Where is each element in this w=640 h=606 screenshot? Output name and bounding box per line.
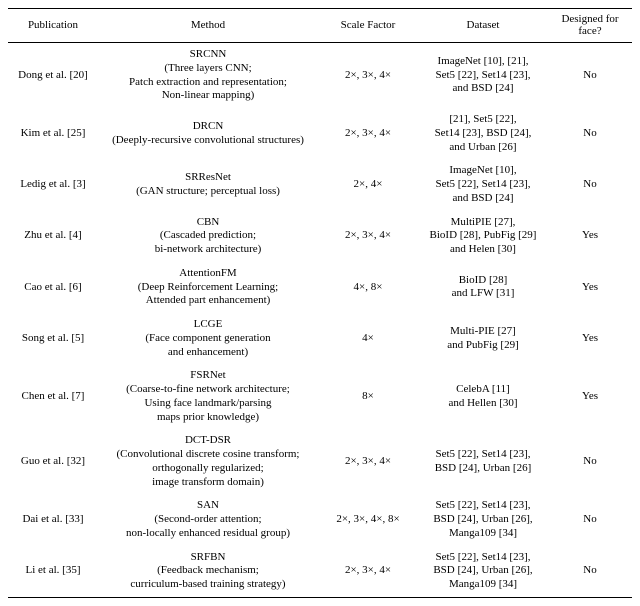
cell-publication: Dong et al. [20] [8, 43, 98, 109]
col-scale: Scale Factor [318, 9, 418, 43]
cell-method: SRFBN(Feedback mechanism;curriculum-base… [98, 546, 318, 598]
cell-face: No [548, 546, 632, 598]
methods-table: Publication Method Scale Factor Dataset … [8, 8, 632, 598]
table-row: Cao et al. [6]AttentionFM(Deep Reinforce… [8, 262, 632, 313]
cell-publication: Song et al. [5] [8, 313, 98, 364]
cell-scale: 4×, 8× [318, 262, 418, 313]
cell-dataset: Multi-PIE [27]and PubFig [29] [418, 313, 548, 364]
cell-scale: 8× [318, 364, 418, 429]
cell-publication: Zhu et al. [4] [8, 211, 98, 262]
table-row: Li et al. [35]SRFBN(Feedback mechanism;c… [8, 546, 632, 598]
cell-scale: 2×, 3×, 4× [318, 43, 418, 109]
cell-scale: 2×, 3×, 4× [318, 108, 418, 159]
cell-scale: 2×, 3×, 4× [318, 429, 418, 494]
col-dataset: Dataset [418, 9, 548, 43]
cell-dataset: ImageNet [10],Set5 [22], Set14 [23],and … [418, 159, 548, 210]
cell-scale: 4× [318, 313, 418, 364]
cell-dataset: Set5 [22], Set14 [23],BSD [24], Urban [2… [418, 429, 548, 494]
cell-face: No [548, 159, 632, 210]
table-row: Ledig et al. [3]SRResNet(GAN structure; … [8, 159, 632, 210]
cell-face: No [548, 108, 632, 159]
cell-method: CBN(Cascaded prediction;bi-network archi… [98, 211, 318, 262]
cell-dataset: Set5 [22], Set14 [23],BSD [24], Urban [2… [418, 494, 548, 545]
cell-publication: Dai et al. [33] [8, 494, 98, 545]
cell-dataset: BioID [28]and LFW [31] [418, 262, 548, 313]
cell-method: LCGE(Face component generationand enhanc… [98, 313, 318, 364]
cell-scale: 2×, 3×, 4×, 8× [318, 494, 418, 545]
cell-face: No [548, 494, 632, 545]
cell-method: DRCN(Deeply-recursive convolutional stru… [98, 108, 318, 159]
cell-dataset: Set5 [22], Set14 [23],BSD [24], Urban [2… [418, 546, 548, 598]
cell-dataset: MultiPIE [27],BioID [28], PubFig [29]and… [418, 211, 548, 262]
table-header-row: Publication Method Scale Factor Dataset … [8, 9, 632, 43]
cell-publication: Chen et al. [7] [8, 364, 98, 429]
cell-dataset: CelebA [11]and Hellen [30] [418, 364, 548, 429]
table-row: Dong et al. [20]SRCNN(Three layers CNN;P… [8, 43, 632, 109]
table-row: Kim et al. [25]DRCN(Deeply-recursive con… [8, 108, 632, 159]
col-face: Designed for face? [548, 9, 632, 43]
cell-method: FSRNet(Coarse-to-fine network architectu… [98, 364, 318, 429]
cell-method: SAN(Second-order attention;non-locally e… [98, 494, 318, 545]
cell-face: No [548, 429, 632, 494]
cell-face: No [548, 43, 632, 109]
table-row: Chen et al. [7]FSRNet(Coarse-to-fine net… [8, 364, 632, 429]
table-row: Song et al. [5]LCGE(Face component gener… [8, 313, 632, 364]
cell-publication: Cao et al. [6] [8, 262, 98, 313]
cell-method: AttentionFM(Deep Reinforcement Learning;… [98, 262, 318, 313]
cell-scale: 2×, 4× [318, 159, 418, 210]
cell-publication: Ledig et al. [3] [8, 159, 98, 210]
cell-dataset: ImageNet [10], [21],Set5 [22], Set14 [23… [418, 43, 548, 109]
table-row: Zhu et al. [4]CBN(Cascaded prediction;bi… [8, 211, 632, 262]
cell-face: Yes [548, 313, 632, 364]
cell-dataset: [21], Set5 [22],Set14 [23], BSD [24],and… [418, 108, 548, 159]
table-row: Guo et al. [32]DCT-DSR(Convolutional dis… [8, 429, 632, 494]
cell-scale: 2×, 3×, 4× [318, 211, 418, 262]
col-method: Method [98, 9, 318, 43]
cell-face: Yes [548, 364, 632, 429]
col-publication: Publication [8, 9, 98, 43]
cell-face: Yes [548, 211, 632, 262]
cell-publication: Li et al. [35] [8, 546, 98, 598]
cell-publication: Guo et al. [32] [8, 429, 98, 494]
cell-scale: 2×, 3×, 4× [318, 546, 418, 598]
cell-method: SRCNN(Three layers CNN;Patch extraction … [98, 43, 318, 109]
cell-method: DCT-DSR(Convolutional discrete cosine tr… [98, 429, 318, 494]
table-row: Dai et al. [33]SAN(Second-order attentio… [8, 494, 632, 545]
cell-publication: Kim et al. [25] [8, 108, 98, 159]
cell-face: Yes [548, 262, 632, 313]
cell-method: SRResNet(GAN structure; perceptual loss) [98, 159, 318, 210]
